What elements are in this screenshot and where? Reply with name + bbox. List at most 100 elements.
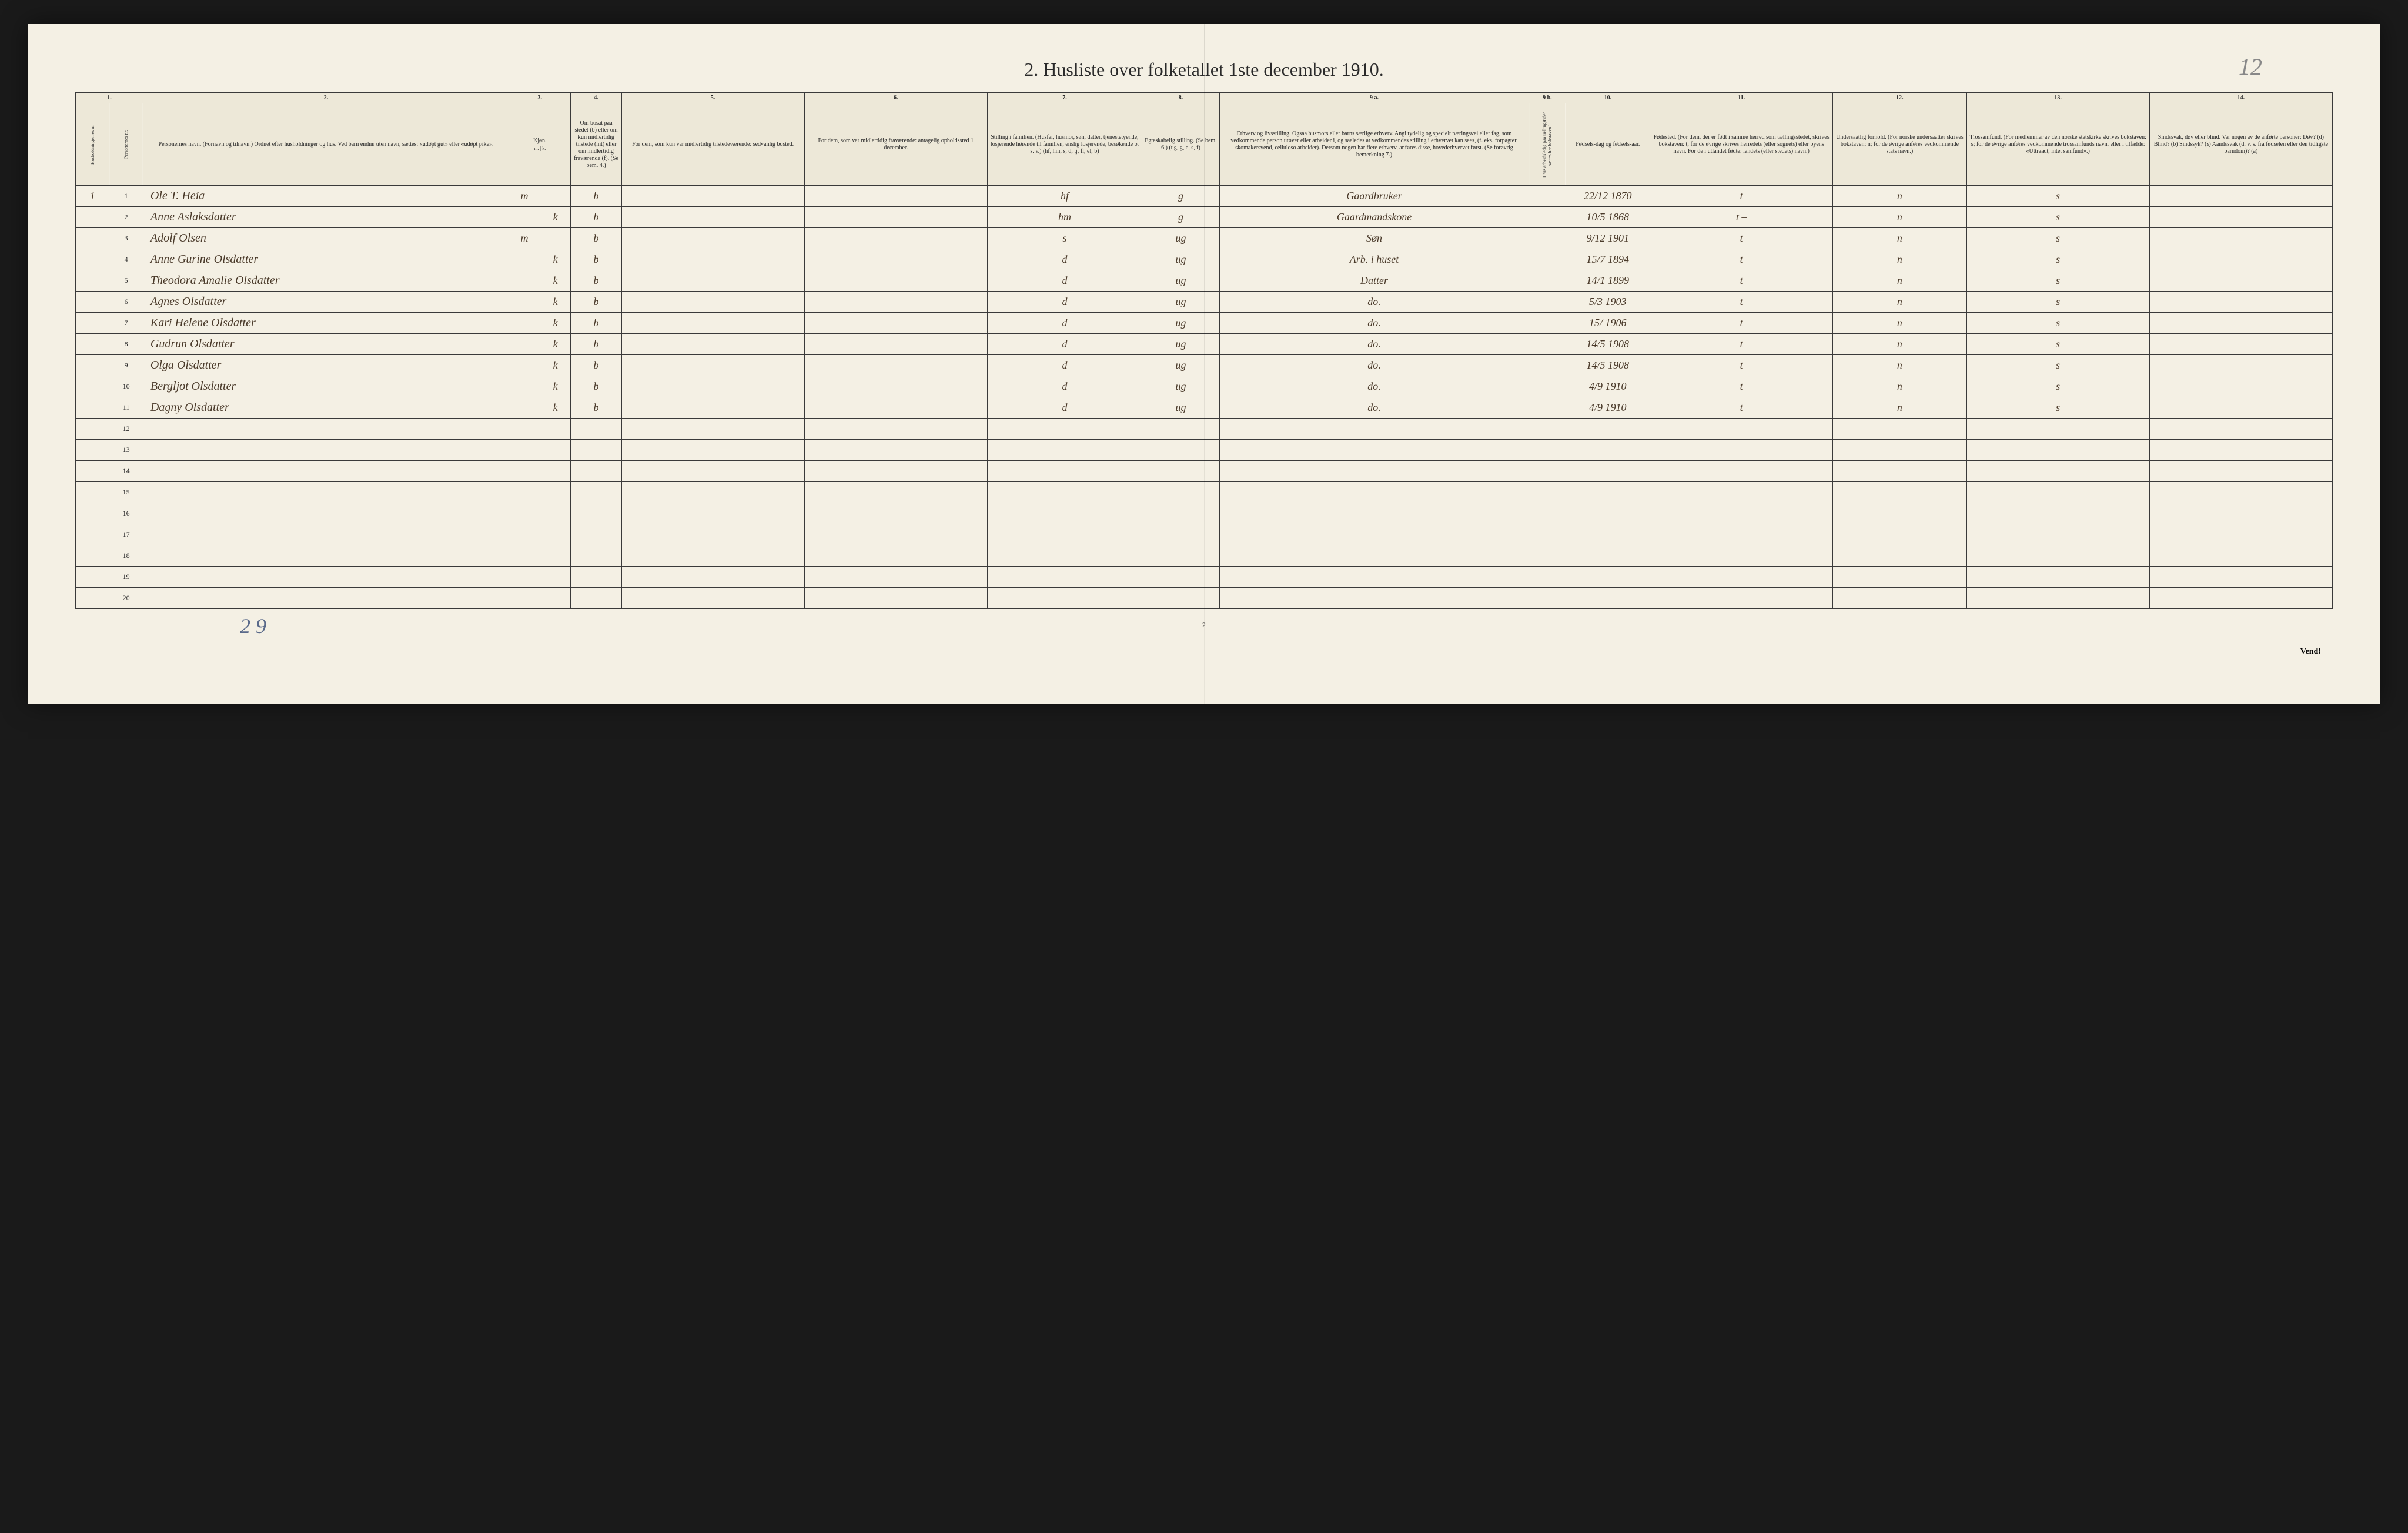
table-cell: do.	[1219, 355, 1529, 376]
table-cell: m	[509, 186, 540, 207]
table-cell: 17	[109, 524, 143, 545]
table-cell: s	[987, 228, 1142, 249]
table-cell	[2149, 355, 2332, 376]
table-cell	[804, 207, 987, 228]
table-cell	[2149, 524, 2332, 545]
table-cell	[987, 545, 1142, 567]
table-cell: d	[987, 270, 1142, 292]
table-row: 9Olga Olsdatterkbdugdo.14/5 1908tns	[76, 355, 2333, 376]
table-cell	[1966, 419, 2149, 440]
table-cell: s	[1966, 186, 2149, 207]
header-birthplace: Fødested. (For dem, der er født i samme …	[1650, 103, 1833, 186]
table-row: 7Kari Helene Olsdatterkbdugdo.15/ 1906tn…	[76, 313, 2333, 334]
table-cell	[1219, 545, 1529, 567]
table-row: 13	[76, 440, 2333, 461]
table-cell	[1529, 292, 1566, 313]
person-name-cell	[143, 588, 509, 609]
table-cell	[1566, 419, 1650, 440]
table-cell	[621, 588, 804, 609]
header-nationality: Undersaatlig forhold. (For norske unders…	[1833, 103, 1966, 186]
table-row: 19	[76, 567, 2333, 588]
table-cell	[1529, 567, 1566, 588]
table-cell	[571, 503, 621, 524]
table-cell	[540, 503, 571, 524]
table-row: 11Ole T. HeiambhfgGaardbruker22/12 1870t…	[76, 186, 2333, 207]
table-cell: do.	[1219, 313, 1529, 334]
table-cell: hm	[987, 207, 1142, 228]
table-cell	[2149, 334, 2332, 355]
table-cell: t	[1650, 249, 1833, 270]
table-cell	[1529, 545, 1566, 567]
table-row: 12	[76, 419, 2333, 440]
table-cell: s	[1966, 228, 2149, 249]
person-name-cell	[143, 482, 509, 503]
header-unemployed: Hvis arbeidsledig paa tællingstiden sætt…	[1529, 103, 1566, 186]
table-cell: d	[987, 334, 1142, 355]
person-name-cell: Dagny Olsdatter	[143, 397, 509, 419]
table-row: 17	[76, 524, 2333, 545]
table-cell	[76, 567, 109, 588]
table-cell: d	[987, 376, 1142, 397]
table-row: 15	[76, 482, 2333, 503]
table-cell: b	[571, 313, 621, 334]
table-cell: d	[987, 249, 1142, 270]
person-name-cell	[143, 567, 509, 588]
table-cell	[1966, 461, 2149, 482]
table-cell	[1219, 524, 1529, 545]
table-cell: 3	[109, 228, 143, 249]
table-cell	[540, 186, 571, 207]
table-cell	[804, 524, 987, 545]
table-cell	[540, 440, 571, 461]
table-cell	[1650, 588, 1833, 609]
table-cell	[621, 482, 804, 503]
table-cell	[987, 524, 1142, 545]
table-cell	[76, 292, 109, 313]
table-cell: b	[571, 270, 621, 292]
table-cell: 4/9 1910	[1566, 397, 1650, 419]
table-cell	[509, 270, 540, 292]
table-cell	[1219, 567, 1529, 588]
person-name-cell	[143, 419, 509, 440]
table-cell	[987, 567, 1142, 588]
table-cell	[509, 376, 540, 397]
table-cell: k	[540, 355, 571, 376]
table-cell	[571, 419, 621, 440]
table-row: 3Adolf OlsenmbsugSøn9/12 1901tns	[76, 228, 2333, 249]
header-occupation: Erhverv og livsstilling. Ogsaa husmors e…	[1219, 103, 1529, 186]
table-cell	[804, 482, 987, 503]
person-name-cell: Anne Aslaksdatter	[143, 207, 509, 228]
table-cell	[987, 461, 1142, 482]
table-cell: s	[1966, 376, 2149, 397]
header-household-nr: Husholdningernes nr.	[76, 103, 109, 186]
table-cell: s	[1966, 270, 2149, 292]
table-cell	[987, 503, 1142, 524]
table-cell	[540, 588, 571, 609]
table-cell	[76, 482, 109, 503]
table-cell: s	[1966, 397, 2149, 419]
table-cell	[1142, 588, 1220, 609]
table-cell: 14	[109, 461, 143, 482]
table-cell: t	[1650, 376, 1833, 397]
table-cell	[621, 419, 804, 440]
table-cell	[804, 440, 987, 461]
table-cell	[621, 376, 804, 397]
table-cell	[621, 397, 804, 419]
table-cell: t	[1650, 313, 1833, 334]
person-name-cell: Agnes Olsdatter	[143, 292, 509, 313]
table-cell: ug	[1142, 292, 1220, 313]
col-num: 8.	[1142, 93, 1220, 103]
table-cell	[621, 524, 804, 545]
table-cell	[1566, 567, 1650, 588]
table-cell	[509, 249, 540, 270]
table-cell	[621, 207, 804, 228]
table-cell	[571, 524, 621, 545]
table-cell	[76, 270, 109, 292]
table-cell: b	[571, 292, 621, 313]
table-cell: k	[540, 270, 571, 292]
census-page: 2. Husliste over folketallet 1ste decemb…	[28, 24, 2380, 704]
table-cell: b	[571, 376, 621, 397]
table-cell: 18	[109, 545, 143, 567]
table-cell	[1833, 588, 1966, 609]
table-cell: ug	[1142, 334, 1220, 355]
table-row: 11Dagny Olsdatterkbdugdo.4/9 1910tns	[76, 397, 2333, 419]
